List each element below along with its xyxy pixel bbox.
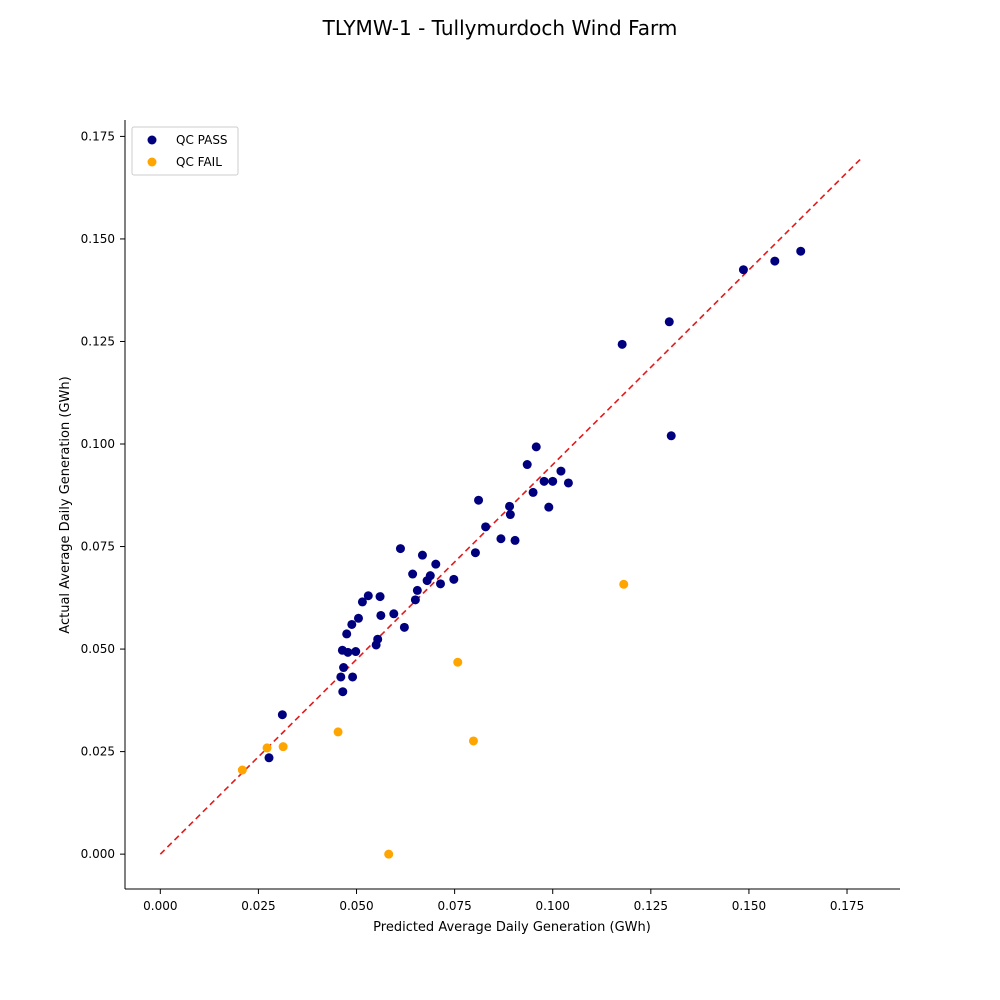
legend-label-qc-fail: QC FAIL bbox=[176, 155, 222, 169]
data-point-qc-pass bbox=[796, 246, 806, 256]
data-point-qc-pass bbox=[363, 591, 373, 601]
x-tick-label: 0.050 bbox=[339, 899, 373, 913]
x-tick-label: 0.000 bbox=[143, 899, 177, 913]
data-point-qc-pass bbox=[474, 495, 484, 505]
data-point-qc-pass bbox=[410, 595, 420, 605]
data-point-qc-pass bbox=[481, 522, 491, 532]
data-point-qc-pass bbox=[338, 687, 348, 697]
data-points bbox=[237, 246, 806, 859]
y-tick-label: 0.100 bbox=[81, 437, 115, 451]
data-point-qc-pass bbox=[347, 619, 357, 629]
legend-marker-qc-fail bbox=[147, 157, 157, 167]
x-tick-label: 0.150 bbox=[732, 899, 766, 913]
data-point-qc-pass bbox=[357, 597, 367, 607]
data-point-qc-fail bbox=[468, 736, 478, 746]
data-point-qc-pass bbox=[666, 431, 676, 441]
data-point-qc-pass bbox=[528, 487, 538, 497]
data-point-qc-pass bbox=[548, 476, 558, 486]
data-point-qc-pass bbox=[336, 672, 346, 682]
data-point-qc-pass bbox=[496, 534, 506, 544]
data-point-qc-pass bbox=[738, 265, 748, 275]
data-point-qc-pass bbox=[399, 622, 409, 632]
y-tick-label: 0.175 bbox=[81, 129, 115, 143]
data-point-qc-fail bbox=[237, 765, 247, 775]
y-tick-label: 0.000 bbox=[81, 847, 115, 861]
y-axis-label: Actual Average Daily Generation (GWh) bbox=[58, 376, 73, 633]
y-tick-label: 0.150 bbox=[81, 232, 115, 246]
data-point-qc-pass bbox=[435, 579, 445, 589]
data-point-qc-pass bbox=[556, 466, 566, 476]
data-point-qc-pass bbox=[617, 339, 627, 349]
y-tick-label: 0.025 bbox=[81, 745, 115, 759]
y-tick-label: 0.075 bbox=[81, 540, 115, 554]
data-point-qc-pass bbox=[522, 460, 532, 470]
data-point-qc-pass bbox=[343, 647, 353, 657]
x-tick-label: 0.075 bbox=[437, 899, 471, 913]
data-point-qc-pass bbox=[544, 502, 554, 512]
data-point-qc-pass bbox=[770, 256, 780, 266]
x-tick-label: 0.025 bbox=[241, 899, 275, 913]
x-tick-label: 0.125 bbox=[634, 899, 668, 913]
x-ticks: 0.000 0.025 0.050 0.075 0.100 0.125 0.150 0.175 bbox=[143, 889, 864, 913]
data-point-qc-pass bbox=[339, 663, 349, 673]
data-point-qc-fail bbox=[278, 742, 288, 752]
data-point-qc-pass bbox=[277, 710, 287, 720]
data-point-qc-fail bbox=[453, 657, 463, 667]
data-point-qc-pass bbox=[505, 510, 515, 520]
data-point-qc-pass bbox=[264, 753, 274, 763]
data-point-qc-pass bbox=[470, 548, 480, 558]
data-point-qc-pass bbox=[417, 550, 427, 560]
data-point-qc-pass bbox=[348, 672, 358, 682]
plot-area: 0.000 0.025 0.050 0.075 0.100 0.125 0.150 0.175… bbox=[81, 120, 900, 913]
data-point-qc-pass bbox=[431, 559, 441, 569]
legend: QC PASS QC FAIL bbox=[131, 126, 239, 176]
data-point-qc-pass bbox=[342, 629, 352, 639]
legend-marker-qc-pass bbox=[147, 135, 157, 145]
data-point-qc-pass bbox=[376, 610, 386, 620]
data-point-qc-fail bbox=[333, 727, 343, 737]
data-point-qc-pass bbox=[563, 478, 573, 488]
x-tick-label: 0.175 bbox=[830, 899, 864, 913]
data-point-qc-pass bbox=[375, 592, 385, 602]
data-point-qc-pass bbox=[373, 634, 383, 644]
data-point-qc-pass bbox=[408, 569, 418, 579]
data-point-qc-pass bbox=[389, 609, 399, 619]
data-point-qc-fail bbox=[262, 743, 272, 753]
x-tick-label: 0.100 bbox=[536, 899, 570, 913]
data-point-qc-pass bbox=[351, 647, 361, 657]
data-point-qc-pass bbox=[539, 476, 549, 486]
data-point-qc-fail bbox=[619, 579, 629, 589]
data-point-qc-pass bbox=[664, 317, 674, 327]
data-point-qc-pass bbox=[531, 442, 541, 452]
y-ticks: 0.000 0.025 0.050 0.075 0.100 0.125 0.150 0.175 bbox=[81, 129, 125, 861]
data-point-qc-pass bbox=[395, 544, 405, 554]
data-point-qc-pass bbox=[449, 574, 459, 584]
legend-frame bbox=[131, 126, 239, 176]
data-point-qc-pass bbox=[353, 613, 363, 623]
y-tick-label: 0.125 bbox=[81, 334, 115, 348]
legend-label-qc-pass: QC PASS bbox=[176, 133, 228, 147]
data-point-qc-pass bbox=[412, 585, 422, 595]
data-point-qc-fail bbox=[384, 849, 394, 859]
data-point-qc-pass bbox=[425, 571, 435, 581]
data-point-qc-pass bbox=[510, 535, 520, 545]
x-axis-label: Predicted Average Daily Generation (GWh) bbox=[373, 920, 651, 935]
y-tick-label: 0.050 bbox=[81, 642, 115, 656]
data-point-qc-pass bbox=[505, 501, 515, 511]
chart-title: TLYMW-1 - Tullymurdoch Wind Farm bbox=[322, 16, 678, 40]
